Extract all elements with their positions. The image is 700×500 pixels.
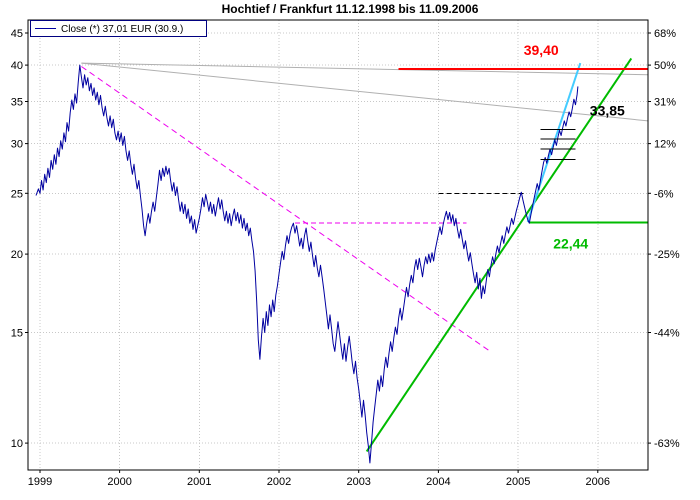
plot-border (27, 19, 649, 471)
x-axis-year-label: 2005 (506, 476, 530, 488)
horizontal-lines-layer (295, 68, 648, 224)
x-axis-year-label: 2006 (586, 476, 610, 488)
x-axis-year-label: 2004 (426, 476, 450, 488)
price-annotation-label: 33,85 (590, 103, 625, 119)
price-annotation-label: 22,44 (553, 236, 588, 252)
x-axis-year-label: 2003 (346, 476, 370, 488)
y-axis-price-label: 15 (11, 328, 23, 340)
y-axis-percent-label: -44% (654, 328, 680, 340)
y-axis-percent-label: -25% (654, 249, 680, 261)
y-axis-percent-label: 50% (654, 60, 676, 72)
magenta-downtrend (81, 66, 491, 352)
green-uptrend (365, 57, 633, 452)
series-layer (35, 64, 579, 464)
y-axis-price-label: 40 (11, 60, 23, 72)
y-axis-price-label: 25 (11, 188, 23, 200)
annotation-layer: 39,40 33,85 22,44 (524, 42, 625, 252)
legend-label: Close (*) 37,01 EUR (30.9.) (61, 24, 183, 35)
x-axis-year-label: 2000 (107, 476, 131, 488)
y-axis-price-label: 45 (11, 28, 23, 40)
y-axis-percent-label: 68% (654, 28, 676, 40)
y-axis-percent-label: -63% (654, 438, 680, 450)
x-axis-year-label: 2002 (267, 476, 291, 488)
y-axis-price-label: 30 (11, 139, 23, 151)
gray-resistance-lower (81, 62, 649, 122)
y-axis-percent-label: 31% (654, 97, 676, 109)
chart-title: Hochtief / Frankfurt 11.12.1998 bis 11.0… (222, 2, 479, 16)
y-axis-price-label: 10 (11, 438, 23, 450)
x-axis-year-label: 1999 (28, 476, 52, 488)
gray-resistance-upper (81, 62, 649, 76)
legend-box: Close (*) 37,01 EUR (30.9.) (30, 20, 207, 37)
axis-layer: 45 68% 40 50% 35 31% 30 12% 25 -6% 20 -25% 15 -44% 10 -… (11, 28, 680, 488)
y-axis-price-label: 35 (11, 97, 23, 109)
level-marks-layer (540, 128, 576, 160)
y-axis-percent-label: 12% (654, 139, 676, 151)
x-axis-year-label: 2001 (187, 476, 211, 488)
grid-layer (28, 20, 648, 470)
close-price-line (35, 64, 579, 464)
legend-frame (30, 20, 207, 37)
y-axis-price-label: 20 (11, 249, 23, 261)
y-axis-percent-label: -6% (654, 188, 674, 200)
price-annotation-label: 39,40 (524, 42, 559, 58)
